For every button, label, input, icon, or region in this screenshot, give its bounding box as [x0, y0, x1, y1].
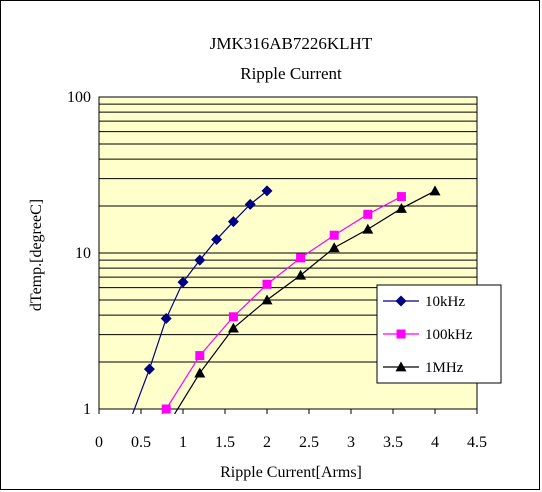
- data-point: [161, 404, 171, 414]
- data-point: [194, 367, 206, 378]
- legend-label: 100kHz: [425, 327, 473, 343]
- data-point: [244, 198, 256, 210]
- y-tick-label: 100: [67, 89, 91, 106]
- data-point: [296, 253, 306, 263]
- legend-marker: [396, 329, 406, 339]
- y-tick-label: 1: [83, 401, 91, 418]
- legend-label: 1MHz: [425, 360, 464, 376]
- x-tick-label: 3: [347, 434, 355, 451]
- x-tick-label: 2.5: [299, 434, 319, 451]
- data-point: [227, 322, 239, 333]
- x-tick-label: 1.5: [215, 434, 235, 451]
- x-tick-label: 1: [179, 434, 187, 451]
- series-100kHz: [161, 192, 406, 415]
- data-point: [396, 192, 406, 202]
- legend-entry-100kHz: 100kHz: [383, 327, 473, 343]
- series-10kHz: [132, 185, 273, 415]
- chart-title: JMK316AB7226KLHT: [210, 34, 373, 53]
- data-point: [328, 242, 340, 253]
- legend-entry-10kHz: 10kHz: [383, 294, 465, 310]
- legend-entry-1MHz: 1MHz: [383, 360, 464, 376]
- data-point: [295, 269, 307, 280]
- data-point: [329, 230, 339, 240]
- x-tick-label: 3.5: [383, 434, 403, 451]
- data-point: [160, 313, 172, 325]
- series-1MHz: [174, 185, 441, 415]
- data-point: [195, 351, 205, 361]
- data-point: [262, 279, 272, 289]
- data-point: [227, 216, 239, 228]
- x-tick-label: 4.5: [467, 434, 487, 451]
- data-point: [261, 294, 273, 305]
- data-point: [261, 185, 273, 197]
- data-point: [363, 209, 373, 219]
- legend-marker: [395, 295, 407, 307]
- data-point: [395, 202, 407, 213]
- x-tick-label: 0.5: [131, 434, 151, 451]
- data-point: [362, 223, 374, 234]
- y-axis-label: dTemp.[degreeC]: [28, 199, 45, 311]
- data-point: [211, 234, 223, 246]
- data-point: [143, 363, 155, 375]
- x-tick-label: 4: [431, 434, 439, 451]
- y-tick-label: 10: [75, 245, 91, 262]
- chart-subtitle: Ripple Current: [240, 64, 342, 83]
- tick-layer: 0 0.5 1 1.5 2 2.5 3 3.5 4 4.5 1 10 100: [67, 89, 487, 451]
- data-point: [177, 276, 189, 288]
- x-axis-label: Ripple Current[Arms]: [220, 464, 362, 481]
- data-point: [429, 185, 441, 196]
- series-layer: [132, 185, 441, 415]
- x-tick-label: 0: [95, 434, 103, 451]
- data-point: [194, 254, 206, 266]
- legend: 10kHz 100kHz 1MHz: [376, 284, 502, 384]
- legend-marker: [395, 361, 407, 372]
- x-tick-label: 2: [263, 434, 271, 451]
- legend-label: 10kHz: [425, 294, 465, 310]
- data-point: [228, 312, 238, 322]
